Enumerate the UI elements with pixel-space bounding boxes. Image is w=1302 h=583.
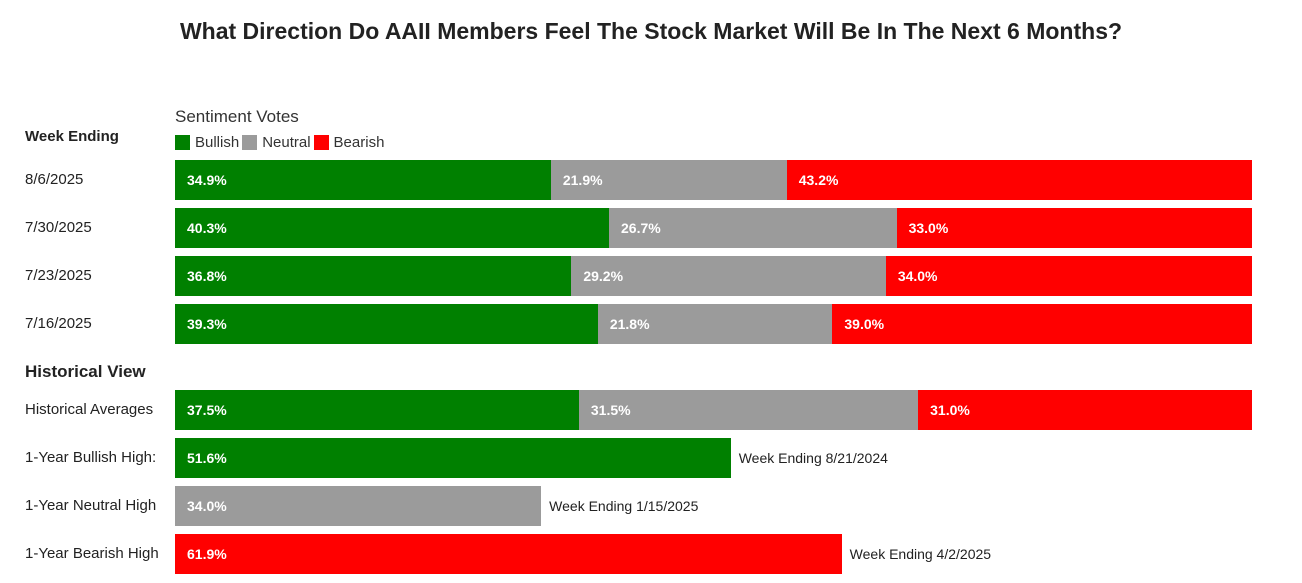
row-label-bearish-high: 1-Year Bearish High <box>25 545 159 562</box>
bar-label-bullish-historical-averages: 37.5% <box>187 402 227 418</box>
bar-segment-neutral-week-1 <box>550 160 787 200</box>
bar-label-bullish-week-3: 36.8% <box>187 268 227 284</box>
bar-segment-bullish-week-3 <box>175 256 572 296</box>
bar-label-bearish-week-2: 33.0% <box>908 220 949 236</box>
bar-segment-neutral-week-3 <box>571 256 886 296</box>
bar-label-neutral-week-3: 29.2% <box>583 268 624 284</box>
bar-segment-bullish-week-2 <box>175 208 610 248</box>
week-ending-header: Week Ending <box>25 128 119 145</box>
chart-title: What Direction Do AAII Members Feel The … <box>179 18 1123 44</box>
legend: Bullish Neutral Bearish <box>175 134 387 151</box>
note-neutral-high: Week Ending 1/15/2025 <box>549 498 699 514</box>
bar-label-bearish-week-3: 34.0% <box>897 268 938 284</box>
row-label-neutral-high: 1-Year Neutral High <box>25 497 157 514</box>
row-label-historical-averages: Historical Averages <box>25 401 154 418</box>
bar-label-bearish-week-4: 39.0% <box>844 316 885 332</box>
row-label-week-4: 7/16/2025 <box>25 315 92 332</box>
legend-item-bearish: Bearish <box>313 134 385 151</box>
legend-label-bearish: Bearish <box>333 134 385 151</box>
bar-label-bearish-historical-averages: 31.0% <box>930 402 970 418</box>
bar-segment-bullish-week-4 <box>175 304 598 344</box>
bar-segment-bearish-week-4 <box>832 304 1252 344</box>
bar-segment-neutral-historical-averages <box>578 390 919 430</box>
bar-bearish-high <box>175 534 842 574</box>
bar-segment-bearish-week-2 <box>896 208 1252 248</box>
bar-label-neutral-high: 34.0% <box>187 498 227 514</box>
legend-title: Sentiment Votes <box>175 107 299 126</box>
note-bullish-high: Week Ending 8/21/2024 <box>738 450 888 466</box>
note-bearish-high: Week Ending 4/2/2025 <box>849 546 992 562</box>
legend-item-neutral: Neutral <box>242 134 311 151</box>
bar-label-bearish-high: 61.9% <box>187 546 227 562</box>
row-label-week-2: 7/30/2025 <box>25 219 92 236</box>
legend-label-bullish: Bullish <box>195 134 240 151</box>
bar-label-bullish-high: 51.6% <box>187 450 227 466</box>
bar-segment-bearish-week-1 <box>786 160 1252 200</box>
bar-label-neutral-week-2: 26.7% <box>621 220 661 236</box>
bar-segment-bearish-historical-averages <box>918 390 1252 430</box>
bar-label-neutral-week-4: 21.8% <box>609 316 650 332</box>
legend-swatch-bullish <box>175 135 190 150</box>
row-label-bullish-high: 1-Year Bullish High: <box>25 449 157 466</box>
bar-segment-neutral-week-4 <box>597 304 833 344</box>
bar-label-bullish-week-4: 39.3% <box>187 316 227 332</box>
legend-swatch-neutral <box>242 135 258 150</box>
bar-neutral-high <box>175 486 542 526</box>
bar-label-neutral-historical-averages: 31.5% <box>590 402 631 418</box>
legend-item-bullish: Bullish <box>175 134 239 151</box>
bar-label-bullish-week-2: 40.3% <box>187 220 227 236</box>
legend-label-neutral: Neutral <box>262 134 311 151</box>
bar-label-bullish-week-1: 34.9% <box>187 172 227 188</box>
bar-segment-bullish-historical-averages <box>175 390 579 430</box>
bar-segment-neutral-week-2 <box>609 208 897 248</box>
bar-label-bearish-week-1: 43.2% <box>798 172 839 188</box>
row-label-week-1: 8/6/2025 <box>25 171 84 188</box>
legend-swatch-bearish <box>313 135 329 150</box>
bar-segment-bullish-week-1 <box>175 160 551 200</box>
historical-view-header: Historical View <box>25 362 146 381</box>
bar-bullish-high <box>175 438 731 478</box>
row-label-week-3: 7/23/2025 <box>25 267 92 284</box>
bar-label-neutral-week-1: 21.9% <box>562 172 603 188</box>
bar-segment-bearish-week-3 <box>885 256 1252 296</box>
